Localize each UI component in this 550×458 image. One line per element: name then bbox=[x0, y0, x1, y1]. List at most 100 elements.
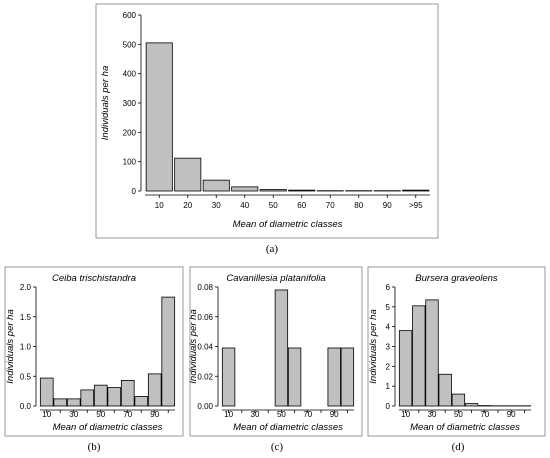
bar-30 bbox=[202, 179, 230, 192]
y-tick-label: 0.02 bbox=[197, 372, 213, 381]
x-tick-label: 50 bbox=[277, 410, 286, 419]
bar-10 bbox=[39, 377, 54, 407]
x-tick-label: 60 bbox=[297, 201, 306, 210]
x-tick-label: 90 bbox=[507, 410, 516, 419]
bar-50 bbox=[274, 289, 289, 407]
bar-50 bbox=[451, 393, 466, 407]
x-tick-label: >95 bbox=[409, 201, 423, 210]
y-tick-label: 400 bbox=[123, 70, 137, 79]
y-tick-label: 4 bbox=[386, 323, 391, 332]
x-axis-title: Mean of diametric classes bbox=[410, 422, 520, 433]
panel-caption: (c) bbox=[271, 441, 284, 453]
bar-30 bbox=[425, 299, 439, 407]
chart-b: 0.0 0.5 1.0 1.5 2.0 10 30 50 70 90 Mean of diametr… bbox=[4, 266, 184, 453]
bar-40 bbox=[80, 389, 95, 407]
x-axis-title: Mean of diametric classes bbox=[53, 422, 163, 433]
bar-20 bbox=[53, 398, 68, 407]
bar-60 bbox=[287, 347, 302, 407]
y-tick-label: 600 bbox=[123, 11, 137, 20]
x-tick-label: 90 bbox=[330, 410, 339, 419]
chart-c: 0.00 0.02 0.04 0.06 0.08 10 30 50 70 90 Mean of di… bbox=[188, 266, 363, 453]
x-tick-label: 90 bbox=[383, 201, 392, 210]
x-tick-label: 70 bbox=[326, 201, 335, 210]
y-tick-label: 3 bbox=[386, 343, 391, 352]
y-tick-label: 0 bbox=[386, 402, 391, 411]
bar-40 bbox=[231, 186, 259, 192]
x-tick-label: 40 bbox=[240, 201, 249, 210]
x-tick-label: 70 bbox=[123, 410, 132, 419]
chart-title: Bursera graveolens bbox=[415, 273, 498, 284]
y-tick-label: 5 bbox=[386, 303, 391, 312]
y-tick-label: 0.5 bbox=[20, 372, 32, 381]
y-tick-label: 0 bbox=[132, 187, 137, 196]
panel-caption: (b) bbox=[88, 441, 101, 453]
y-axis-title: Individuals per ha bbox=[100, 66, 111, 140]
y-tick-label: 500 bbox=[123, 40, 137, 49]
x-tick-label: 30 bbox=[428, 410, 437, 419]
bar-10 bbox=[221, 347, 236, 407]
y-axis-title: Individuals per ha bbox=[188, 309, 199, 383]
bar-80 bbox=[134, 396, 149, 407]
chart-frame bbox=[95, 3, 439, 239]
y-tick-label: 1 bbox=[386, 382, 391, 391]
bar-10 bbox=[398, 330, 413, 407]
bar-60 bbox=[288, 189, 316, 192]
y-tick-label: 0.06 bbox=[197, 313, 213, 322]
bar-30 bbox=[66, 398, 81, 407]
x-tick-label: 50 bbox=[96, 410, 105, 419]
panel-caption: (a) bbox=[266, 243, 279, 255]
bar-60 bbox=[464, 403, 479, 407]
y-tick-label: 0.0 bbox=[20, 402, 32, 411]
y-axis-title: Individuals per ha bbox=[5, 309, 16, 383]
y-tick-label: 6 bbox=[386, 283, 391, 292]
chart-d: 0 1 2 3 4 5 6 10 30 50 70 90 Mean of diametric class… bbox=[367, 266, 546, 453]
bar-60 bbox=[107, 387, 122, 407]
bar-100 bbox=[340, 347, 355, 407]
bar-40 bbox=[438, 373, 452, 407]
bar-90 bbox=[147, 373, 162, 407]
x-tick-label: 10 bbox=[224, 410, 233, 419]
chart-title: Cavanillesia platanifolia bbox=[226, 273, 325, 284]
x-tick-label: 50 bbox=[269, 201, 278, 210]
y-tick-label: 2.0 bbox=[20, 283, 32, 292]
x-tick-label: 90 bbox=[150, 410, 159, 419]
y-tick-label: 1.5 bbox=[20, 313, 32, 322]
y-tick-label: 300 bbox=[123, 99, 137, 108]
bar-50 bbox=[93, 384, 108, 407]
bar-90 bbox=[327, 347, 341, 407]
bar-20 bbox=[412, 305, 426, 407]
x-tick-label: 70 bbox=[480, 410, 489, 419]
x-tick-label: 30 bbox=[251, 410, 260, 419]
chart-frame bbox=[367, 266, 546, 437]
bar-70 bbox=[120, 380, 135, 407]
bar-50 bbox=[259, 189, 287, 192]
bar->95 bbox=[402, 189, 430, 192]
chart-a: 0 100 200 300 400 500 600 10 20 30 40 50 60 70 80 90 >95… bbox=[95, 3, 439, 255]
x-tick-label: 70 bbox=[303, 410, 312, 419]
x-tick-label: 10 bbox=[401, 410, 410, 419]
bar-100 bbox=[161, 296, 176, 407]
y-axis-title: Individuals per ha bbox=[368, 309, 379, 383]
y-tick-label: 200 bbox=[123, 128, 137, 137]
y-tick-label: 0.04 bbox=[197, 343, 213, 352]
panel-caption: (d) bbox=[452, 441, 465, 453]
bar-20 bbox=[174, 157, 202, 192]
x-tick-label: 30 bbox=[69, 410, 78, 419]
x-tick-label: 20 bbox=[183, 201, 192, 210]
y-tick-label: 100 bbox=[123, 158, 137, 167]
x-tick-label: 50 bbox=[454, 410, 463, 419]
y-tick-label: 1.0 bbox=[20, 343, 32, 352]
y-tick-label: 0.00 bbox=[197, 402, 213, 411]
x-tick-label: 30 bbox=[212, 201, 221, 210]
y-tick-label: 2 bbox=[386, 362, 391, 371]
chart-frame bbox=[4, 266, 184, 437]
x-tick-label: 10 bbox=[155, 201, 164, 210]
x-tick-label: 80 bbox=[354, 201, 363, 210]
chart-frame bbox=[189, 266, 363, 437]
x-tick-label: 10 bbox=[42, 410, 51, 419]
chart-title: Ceiba trischistandra bbox=[52, 273, 136, 284]
bar-10 bbox=[145, 42, 173, 192]
x-axis-title: Mean of diametric classes bbox=[233, 422, 343, 433]
x-axis-title: Mean of diametric classes bbox=[233, 219, 343, 230]
